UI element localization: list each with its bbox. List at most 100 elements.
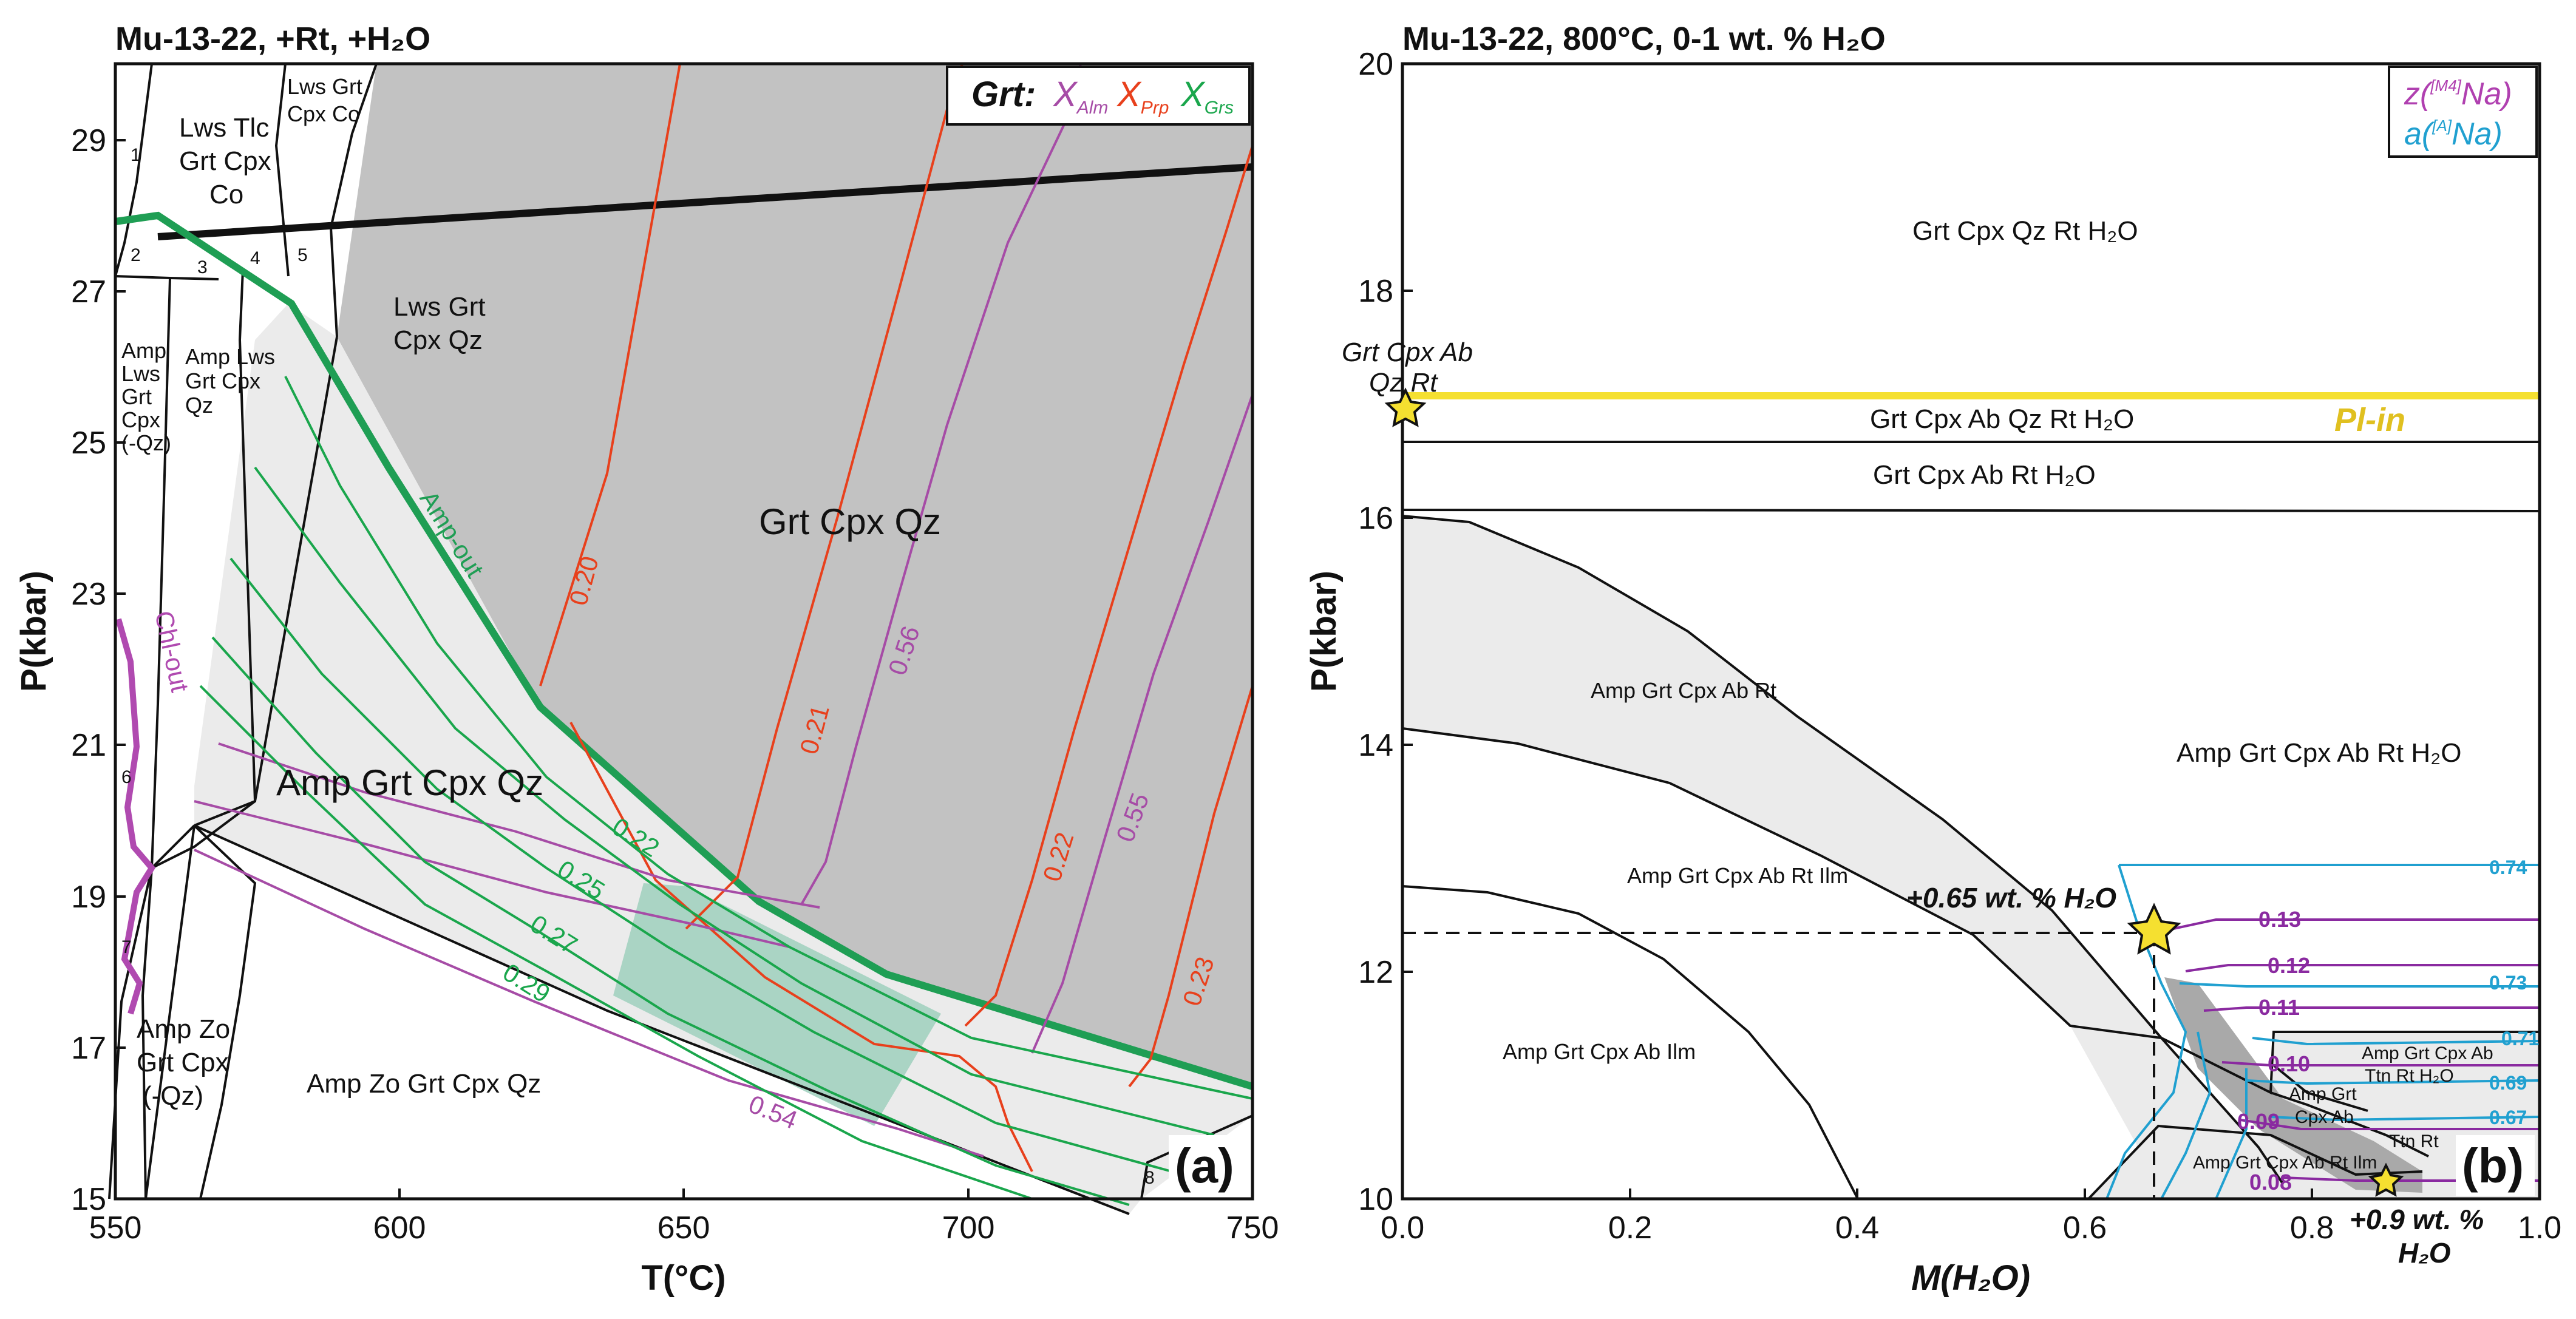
field-lws-grt-co-l2: Cpx Co bbox=[287, 101, 360, 126]
field-amp-zo-grt-cpx-qz: Amp Zo Grt Cpx Qz bbox=[307, 1069, 541, 1099]
field-lws-tlc-l3: Co bbox=[209, 180, 243, 209]
panel-b-legend: z([M4]Na) a([A]Na) bbox=[2388, 66, 2538, 158]
isopleths-a-na bbox=[2105, 864, 2540, 1199]
y-tick-15: 15 bbox=[71, 1182, 106, 1217]
isopleth-z-013 bbox=[2173, 918, 2540, 930]
field-amp-lws-l3: Qz bbox=[185, 393, 213, 418]
y-tick-20: 20 bbox=[1358, 47, 1393, 82]
label-z-012: 0.12 bbox=[2268, 953, 2310, 978]
annotation-09: +0.9 wt. % bbox=[2350, 1204, 2484, 1235]
boundary-16 bbox=[1402, 509, 2540, 512]
panel-a-x-label: T(°C) bbox=[641, 1258, 726, 1298]
small-field-3: 3 bbox=[197, 257, 208, 277]
small-field-5: 5 bbox=[297, 245, 308, 265]
field-grt-cpx-ab-rt-h2o: Grt Cpx Ab Rt H₂O bbox=[1873, 460, 2096, 490]
pl-in-label: Pl-in bbox=[2334, 402, 2405, 438]
field-amp-grt-cpx-ab-rt-ilm: Amp Grt Cpx Ab Rt Ilm bbox=[1627, 863, 1848, 888]
dark-band-region bbox=[2164, 977, 2422, 1193]
panel-a-y-ticks: 15 17 19 21 23 25 27 29 bbox=[71, 123, 106, 1217]
y-tick-18: 18 bbox=[1358, 274, 1393, 309]
field-amp-lws-grt-l3: Grt bbox=[121, 384, 152, 409]
isopleth-prp-022 bbox=[964, 145, 1254, 1027]
field-amp-grt-cpx-ab-rt: Amp Grt Cpx Ab Rt bbox=[1591, 678, 1776, 703]
x-tick-700: 700 bbox=[942, 1210, 995, 1246]
isopleth-prp-inner bbox=[569, 722, 1033, 1172]
y-tick-27: 27 bbox=[71, 274, 106, 310]
panel-a-x-ticks: 550 600 650 700 750 bbox=[89, 1210, 1279, 1246]
boundary-zo-out bbox=[141, 867, 153, 1199]
boundary-lws-grt-cpx-qz bbox=[194, 800, 256, 827]
x-tick-0.2: 0.2 bbox=[1608, 1210, 1652, 1246]
y-tick-23: 23 bbox=[71, 577, 106, 612]
isopleth-z-009 bbox=[2240, 1119, 2540, 1130]
panel-a-label-box bbox=[1169, 1135, 1248, 1196]
isopleth-a-curve2 bbox=[2160, 1031, 2212, 1199]
y-tick-14: 14 bbox=[1358, 728, 1393, 763]
field-lws-grt-cpx-qz: Lws Grt bbox=[393, 292, 486, 322]
panel-b-label-box bbox=[2456, 1135, 2535, 1196]
legend-grt-label: Grt: bbox=[971, 75, 1036, 114]
small-field-2: 2 bbox=[131, 245, 141, 265]
field-amp-grt-cpx-ab-rt-region bbox=[1402, 516, 2271, 1184]
isopleths-prp bbox=[539, 63, 1254, 1172]
small-field-1: 1 bbox=[131, 145, 141, 165]
legend-z-m4-na: z([M4]Na) bbox=[2404, 76, 2512, 112]
field-amp-lws: Amp Lws bbox=[185, 344, 275, 369]
boundary-ilm-upper bbox=[1402, 885, 1859, 1199]
isopleth-alm-top bbox=[218, 742, 820, 909]
small-field-7: 7 bbox=[121, 937, 132, 957]
star-point-1 bbox=[1384, 387, 1427, 427]
x-tick-600: 600 bbox=[373, 1210, 426, 1246]
x-tick-750: 750 bbox=[1226, 1210, 1279, 1246]
field-amp-lws-grt-l4: Cpx bbox=[121, 407, 160, 432]
y-tick-12: 12 bbox=[1358, 955, 1393, 990]
panel-b-field-labels: Grt Cpx Qz Rt H₂O Grt Cpx Ab Qz Rt Grt C… bbox=[1342, 216, 2493, 1173]
isopleth-grs-025 bbox=[254, 466, 1215, 1136]
label-z-011: 0.11 bbox=[2258, 995, 2300, 1020]
x-tick-0.6: 0.6 bbox=[2063, 1210, 2107, 1246]
boundary-ilm-lower bbox=[2087, 1124, 2423, 1200]
label-z-009: 0.09 bbox=[2237, 1109, 2280, 1134]
legend-x-grs: XGrs bbox=[1180, 75, 1234, 118]
panel-b: Mu-13-22, 800°C, 0-1 wt. % H₂O bbox=[1304, 21, 2561, 1298]
stars bbox=[1384, 387, 2404, 1197]
boundary-lws-tlc bbox=[274, 63, 290, 277]
legend-x-prp: XPrp bbox=[1116, 75, 1169, 118]
isopleth-z-012 bbox=[2185, 964, 2540, 972]
y-tick-17: 17 bbox=[71, 1031, 106, 1066]
isopleth-grs-022 bbox=[284, 376, 1253, 1100]
panel-a-field-labels: Lws Tlc Grt Cpx Co Lws Grt Cpx Co Lws Gr… bbox=[121, 74, 1155, 1188]
field-amp-zo-l3: (-Qz) bbox=[143, 1081, 203, 1111]
isopleth-alm-056 bbox=[800, 63, 1082, 905]
chl-out-label: Chl-out bbox=[149, 608, 194, 695]
isopleth-alm-055 bbox=[1031, 394, 1254, 1054]
x-tick-550: 550 bbox=[89, 1210, 142, 1246]
amp-out-line bbox=[115, 211, 1254, 1090]
field-amp-grt-cpx-qz: Amp Grt Cpx Qz bbox=[276, 762, 543, 803]
y-tick-25: 25 bbox=[71, 426, 106, 461]
x-tick-0.4: 0.4 bbox=[1835, 1210, 1879, 1246]
label-a-073: 0.73 bbox=[2489, 972, 2527, 994]
label-a-071: 0.71 bbox=[2501, 1028, 2539, 1049]
field-amp-lws-grt-l5: (-Qz) bbox=[121, 430, 171, 455]
small-field-6: 6 bbox=[121, 767, 132, 787]
small-field-4: 4 bbox=[250, 248, 260, 268]
field-amp-grt-cpx-ab-small: Amp Grt bbox=[2289, 1084, 2357, 1104]
y-tick-19: 19 bbox=[71, 880, 106, 915]
boundary-left-fence bbox=[114, 63, 153, 277]
label-a-069: 0.69 bbox=[2489, 1072, 2527, 1094]
y-tick-16: 16 bbox=[1358, 501, 1393, 536]
field-grt-cpx-ab-qz-rt-h2o: Grt Cpx Ab Qz Rt H₂O bbox=[1870, 404, 2134, 434]
star-point-2 bbox=[2127, 903, 2181, 955]
field-amp-lws-l2: Grt Cpx bbox=[185, 368, 260, 393]
panel-b-tickmarks bbox=[1402, 290, 2313, 1199]
field-grt-cpx-ab-qz-rt-star: Grt Cpx Ab bbox=[1342, 337, 1473, 367]
boundary-amp-zo bbox=[193, 824, 257, 1199]
panel-b-x-ticks: 0.0 0.2 0.4 0.6 0.8 1.0 bbox=[1381, 1210, 2561, 1246]
panel-b-title: Mu-13-22, 800°C, 0-1 wt. % H₂O bbox=[1402, 21, 1886, 57]
boundary-grt-lower bbox=[144, 825, 195, 1199]
green-highlight-region bbox=[613, 883, 941, 1126]
field-boundaries-b bbox=[1402, 441, 2540, 1200]
panel-a-y-label: P(kbar) bbox=[14, 571, 53, 692]
